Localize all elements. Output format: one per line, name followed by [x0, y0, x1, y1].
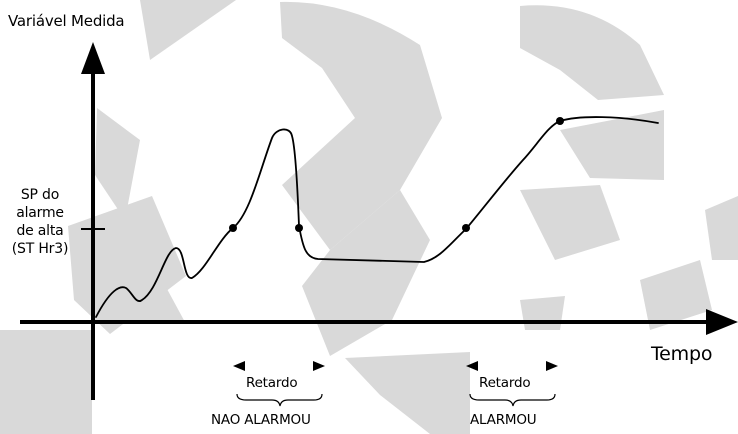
delay-2-result: ALARMOU: [470, 412, 536, 428]
setpoint-line: (ST Hr3): [2, 240, 78, 258]
setpoint-line: SP do: [2, 186, 78, 204]
delay-2-brace: [470, 394, 555, 406]
setpoint-line: alarme: [2, 204, 78, 222]
y-axis-arrow: [81, 42, 105, 74]
delay-2-label: Retardo: [479, 375, 530, 391]
setpoint-label: SP do alarme de alta (ST Hr3): [2, 186, 78, 258]
curve-point-2: [295, 224, 303, 232]
curve-point-1: [229, 224, 237, 232]
x-axis-arrow: [706, 309, 738, 335]
delay-1-label: Retardo: [246, 375, 297, 391]
delay-2-right-arrow: [546, 361, 558, 371]
curve-point-4: [556, 117, 564, 125]
x-axis-label: Tempo: [651, 343, 712, 365]
curve-point-3: [462, 224, 470, 232]
delay-1-right-arrow: [313, 361, 325, 371]
delay-1-brace: [237, 394, 322, 406]
y-axis-label: Variável Medida: [8, 12, 124, 30]
delay-1-result: NAO ALARMOU: [211, 412, 311, 428]
setpoint-line: de alta: [2, 222, 78, 240]
delay-1-left-arrow: [233, 361, 245, 371]
